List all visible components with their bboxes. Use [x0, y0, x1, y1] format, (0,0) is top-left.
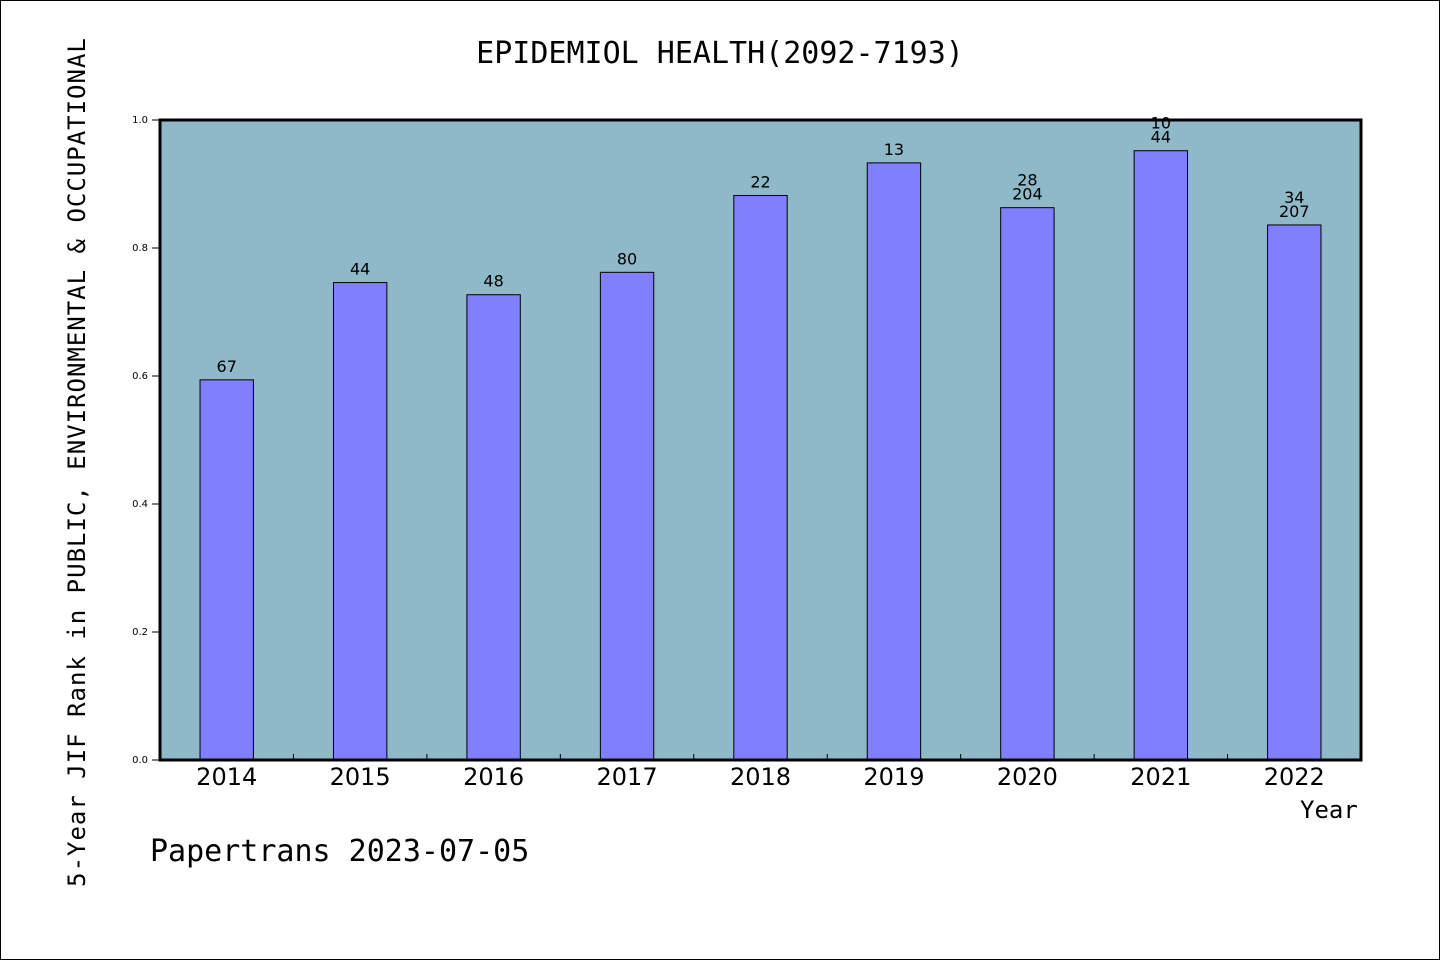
x-tick-label: 2021	[1130, 763, 1191, 791]
bar-label: 80	[617, 249, 637, 268]
y-tick-label: 0.4	[132, 499, 148, 510]
bar-label: 48	[483, 272, 503, 291]
y-tick-label: 0.0	[132, 755, 148, 766]
bar	[1000, 207, 1055, 761]
x-tick-label: 2015	[330, 763, 391, 791]
bar	[199, 379, 254, 761]
x-tick-label: 2016	[463, 763, 524, 791]
bar-label: 22	[750, 173, 770, 192]
bar-label: 44	[350, 260, 370, 279]
bar-label: 13	[884, 140, 904, 159]
bar	[466, 294, 521, 761]
y-tick-label: 0.8	[132, 243, 148, 254]
bar-label: 10	[1151, 114, 1171, 133]
footer-credit: Papertrans 2023-07-05	[150, 834, 530, 869]
y-tick-label: 0.2	[132, 627, 148, 638]
y-tick-label: 1.0	[132, 115, 148, 126]
x-tick-label: 2018	[730, 763, 791, 791]
bar-label: 28	[1017, 171, 1037, 190]
bar-label: 44	[1151, 128, 1171, 147]
plot-border	[158, 118, 1363, 762]
x-tick-label: 2017	[597, 763, 658, 791]
bar	[866, 162, 922, 761]
chart-title: EPIDEMIOL HEALTH(2092-7193)	[476, 36, 964, 71]
bar	[599, 271, 655, 761]
bar-label: 34	[1284, 188, 1304, 207]
bar	[733, 195, 788, 761]
bar-label: 204	[1012, 185, 1043, 204]
x-axis-label: Year	[1300, 796, 1358, 824]
y-tick-label: 0.6	[132, 371, 148, 382]
bar	[1267, 224, 1322, 761]
x-tick-label: 2022	[1264, 763, 1325, 791]
bar	[332, 282, 388, 761]
x-tick-label: 2020	[997, 763, 1058, 791]
x-tick-label: 2014	[196, 763, 257, 791]
bar	[1133, 150, 1189, 761]
bar-label: 207	[1279, 202, 1310, 221]
bar-label: 67	[217, 357, 237, 376]
x-tick-label: 2019	[863, 763, 924, 791]
